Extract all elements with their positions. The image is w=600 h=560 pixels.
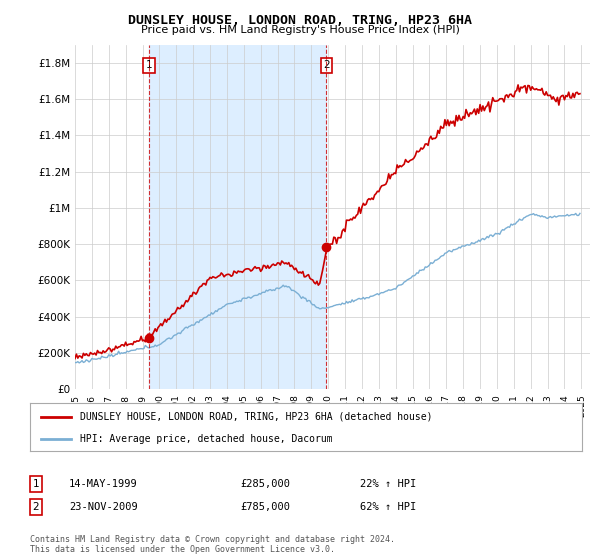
Text: DUNSLEY HOUSE, LONDON ROAD, TRING, HP23 6HA: DUNSLEY HOUSE, LONDON ROAD, TRING, HP23 … xyxy=(128,14,472,27)
Bar xyxy=(149,45,326,389)
Text: 1: 1 xyxy=(32,479,40,489)
Text: £285,000: £285,000 xyxy=(240,479,290,489)
Text: 2: 2 xyxy=(32,502,40,512)
Text: 62% ↑ HPI: 62% ↑ HPI xyxy=(360,502,416,512)
Text: £785,000: £785,000 xyxy=(240,502,290,512)
Text: 23-NOV-2009: 23-NOV-2009 xyxy=(69,502,138,512)
Text: 14-MAY-1999: 14-MAY-1999 xyxy=(69,479,138,489)
Text: 1: 1 xyxy=(145,60,152,71)
Text: 22% ↑ HPI: 22% ↑ HPI xyxy=(360,479,416,489)
Text: DUNSLEY HOUSE, LONDON ROAD, TRING, HP23 6HA (detached house): DUNSLEY HOUSE, LONDON ROAD, TRING, HP23 … xyxy=(80,412,432,422)
Text: HPI: Average price, detached house, Dacorum: HPI: Average price, detached house, Daco… xyxy=(80,434,332,444)
Text: Contains HM Land Registry data © Crown copyright and database right 2024.
This d: Contains HM Land Registry data © Crown c… xyxy=(30,535,395,554)
Text: 2: 2 xyxy=(323,60,330,71)
Text: Price paid vs. HM Land Registry's House Price Index (HPI): Price paid vs. HM Land Registry's House … xyxy=(140,25,460,35)
